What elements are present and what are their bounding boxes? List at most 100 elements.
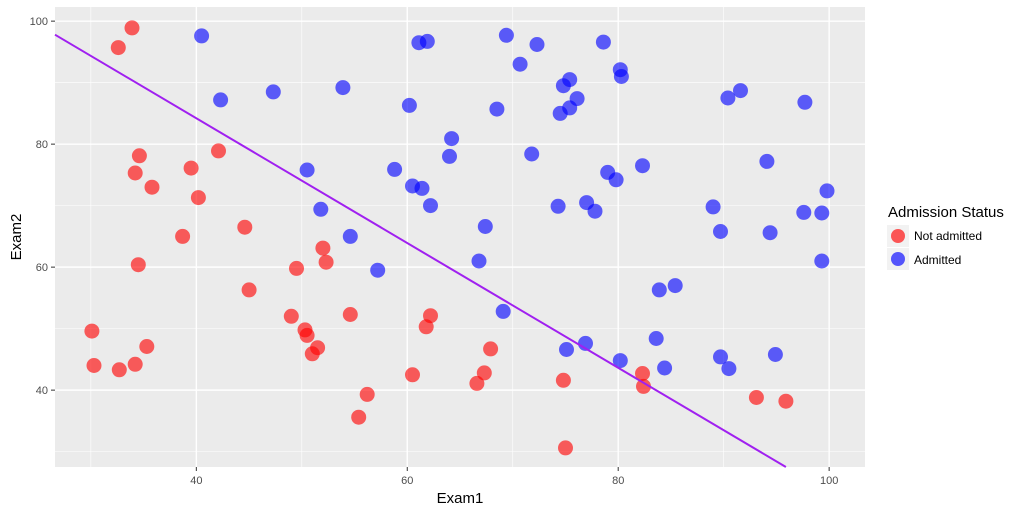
point-admitted — [313, 201, 329, 217]
point-admitted — [370, 262, 386, 278]
point-admitted — [613, 69, 629, 84]
point-admitted — [471, 253, 487, 269]
point-admitted — [299, 162, 315, 178]
point-admitted — [733, 83, 748, 99]
point-not-admitted — [299, 327, 315, 343]
point-admitted — [342, 228, 358, 244]
legend-title: Admission Status — [888, 204, 1004, 221]
point-not-admitted — [110, 40, 126, 56]
point-admitted — [797, 94, 813, 110]
point-admitted — [814, 205, 830, 221]
point-not-admitted — [86, 358, 102, 373]
point-not-admitted — [476, 365, 492, 381]
point-admitted — [512, 56, 528, 72]
point-not-admitted — [318, 254, 334, 270]
point-not-admitted — [469, 375, 485, 391]
point-not-admitted — [778, 393, 794, 409]
point-not-admitted — [289, 260, 304, 276]
y-tick-label: 60 — [36, 262, 48, 274]
point-not-admitted — [127, 356, 143, 372]
x-axis-title: Exam1 — [437, 490, 484, 507]
y-tick-label: 80 — [36, 139, 48, 151]
point-admitted — [705, 199, 721, 215]
point-not-admitted — [124, 20, 140, 36]
point-admitted — [721, 361, 737, 377]
legend-label-admitted: Admitted — [914, 253, 961, 267]
legend-label-not-admitted: Not admitted — [914, 229, 982, 243]
point-not-admitted — [131, 148, 147, 164]
point-not-admitted — [139, 339, 155, 354]
point-not-admitted — [130, 257, 146, 273]
point-admitted — [608, 172, 624, 188]
legend: Admission Status Not admitted Admitted — [887, 204, 1004, 270]
point-admitted — [414, 180, 430, 196]
point-admitted — [335, 80, 351, 96]
point-admitted — [194, 28, 210, 44]
points-layer — [84, 20, 835, 456]
point-admitted — [442, 148, 457, 164]
point-admitted — [635, 158, 650, 174]
point-admitted — [713, 224, 728, 239]
point-admitted — [667, 278, 683, 294]
point-not-admitted — [190, 190, 206, 206]
x-tick-label: 60 — [401, 475, 413, 487]
point-admitted — [648, 331, 664, 346]
point-not-admitted — [423, 308, 438, 324]
point-admitted — [550, 198, 566, 214]
point-not-admitted — [241, 282, 257, 298]
point-not-admitted — [635, 366, 650, 381]
point-not-admitted — [310, 340, 326, 356]
point-admitted — [477, 219, 493, 234]
point-admitted — [814, 253, 830, 269]
point-not-admitted — [359, 386, 375, 402]
point-admitted — [767, 347, 783, 362]
decision-boundary-line — [54, 33, 787, 468]
point-admitted — [498, 27, 514, 43]
point-admitted — [762, 225, 778, 241]
point-admitted — [720, 90, 736, 106]
point-not-admitted — [636, 378, 651, 394]
point-not-admitted — [558, 440, 573, 456]
point-admitted — [419, 33, 435, 49]
x-tick-label: 40 — [190, 475, 202, 487]
point-admitted — [265, 84, 281, 100]
point-not-admitted — [405, 367, 420, 383]
point-admitted — [796, 204, 812, 220]
x-tick-label: 100 — [820, 475, 838, 487]
point-admitted — [657, 360, 673, 376]
point-admitted — [423, 198, 438, 214]
legend-key-admitted — [891, 252, 905, 266]
point-not-admitted — [144, 179, 160, 195]
point-admitted — [759, 153, 775, 169]
point-admitted — [495, 303, 511, 319]
x-axis-ticks: 40 60 80 100 — [190, 467, 838, 487]
grid-minor — [55, 7, 865, 467]
point-admitted — [213, 92, 229, 108]
legend-key-not-admitted — [891, 229, 905, 243]
point-not-admitted — [111, 362, 127, 378]
point-not-admitted — [175, 228, 191, 244]
point-not-admitted — [483, 341, 499, 357]
point-admitted — [562, 72, 578, 88]
y-axis-ticks: 40 60 80 100 — [30, 16, 55, 397]
point-not-admitted — [237, 219, 253, 235]
point-not-admitted — [127, 165, 143, 181]
point-not-admitted — [211, 143, 226, 159]
point-admitted — [612, 353, 628, 369]
point-not-admitted — [351, 409, 367, 425]
x-tick-label: 80 — [612, 475, 624, 487]
y-tick-label: 100 — [30, 16, 48, 28]
y-tick-label: 40 — [36, 385, 48, 397]
y-axis-title: Exam2 — [8, 214, 25, 261]
point-admitted — [387, 161, 403, 177]
grid-major — [55, 7, 865, 467]
point-not-admitted — [315, 240, 331, 256]
point-admitted — [569, 91, 585, 107]
point-admitted — [587, 203, 603, 219]
point-admitted — [489, 101, 505, 117]
point-admitted — [524, 146, 540, 162]
point-admitted — [401, 97, 417, 113]
point-not-admitted — [183, 160, 199, 176]
